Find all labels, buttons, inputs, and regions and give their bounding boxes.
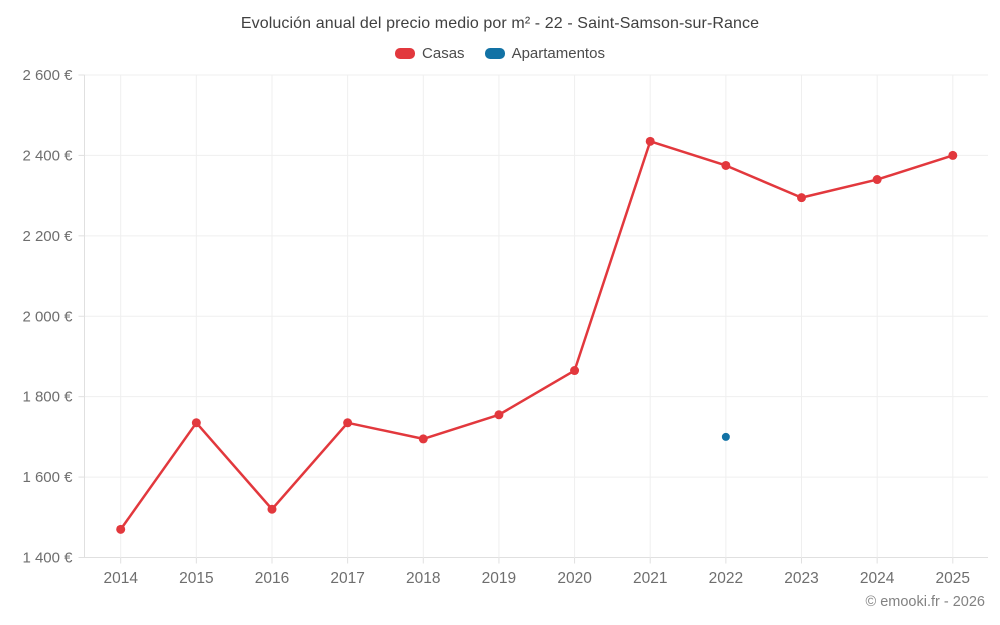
x-tick-label: 2024: [860, 570, 895, 587]
data-point-apartamentos-2022[interactable]: [721, 432, 730, 441]
data-point-casas-2020[interactable]: [570, 366, 580, 376]
data-point-casas-2014[interactable]: [116, 524, 126, 534]
legend-item-apartamentos[interactable]: Apartamentos: [484, 45, 605, 62]
data-point-casas-2019[interactable]: [494, 410, 504, 420]
chart-title: Evolución anual del precio medio por m² …: [240, 15, 760, 32]
x-tick-label: 2017: [330, 570, 364, 587]
y-tick-label: 2 600 €: [22, 67, 73, 84]
x-tick-label: 2020: [557, 570, 592, 587]
data-point-casas-2021[interactable]: [645, 136, 655, 146]
data-point-casas-2025[interactable]: [948, 150, 958, 160]
y-tick-label: 1 800 €: [22, 389, 73, 406]
data-point-casas-2017[interactable]: [343, 418, 353, 428]
series-line-casas: [119, 140, 955, 531]
legend-item-casas[interactable]: Casas: [395, 45, 465, 62]
data-point-casas-2015[interactable]: [191, 418, 201, 428]
x-tick-label: 2021: [633, 570, 667, 587]
x-tick-label: 2019: [482, 570, 516, 587]
data-point-casas-2023[interactable]: [797, 193, 807, 203]
y-tick-label: 2 200 €: [22, 228, 73, 245]
data-point-casas-2016[interactable]: [267, 504, 277, 514]
data-point-casas-2018[interactable]: [418, 434, 428, 444]
footer-credit: © emooki.fr - 2026: [865, 594, 985, 610]
y-tick-label: 1 600 €: [22, 469, 73, 486]
y-tick-label: 1 400 €: [22, 550, 73, 567]
y-tick-label: 2 400 €: [22, 147, 73, 164]
casas-swatch-icon: [395, 48, 416, 59]
x-tick-label: 2018: [406, 570, 440, 587]
x-tick-label: 2023: [784, 570, 818, 587]
x-tick-label: 2022: [709, 570, 743, 587]
y-tick-label: 2 000 €: [22, 308, 73, 325]
x-tick-label: 2016: [255, 570, 289, 587]
x-tick-label: 2015: [179, 570, 213, 587]
apartamentos-swatch-icon: [484, 48, 505, 59]
x-tick-label: 2014: [103, 570, 138, 587]
x-tick-label: 2025: [936, 570, 970, 587]
legend-label-apartamentos: Apartamentos: [511, 45, 605, 62]
data-point-casas-2022[interactable]: [721, 160, 731, 170]
data-point-casas-2024[interactable]: [872, 175, 882, 185]
legend-label-casas: Casas: [422, 45, 465, 62]
chart-legend: Casas Apartamentos: [0, 45, 1000, 62]
